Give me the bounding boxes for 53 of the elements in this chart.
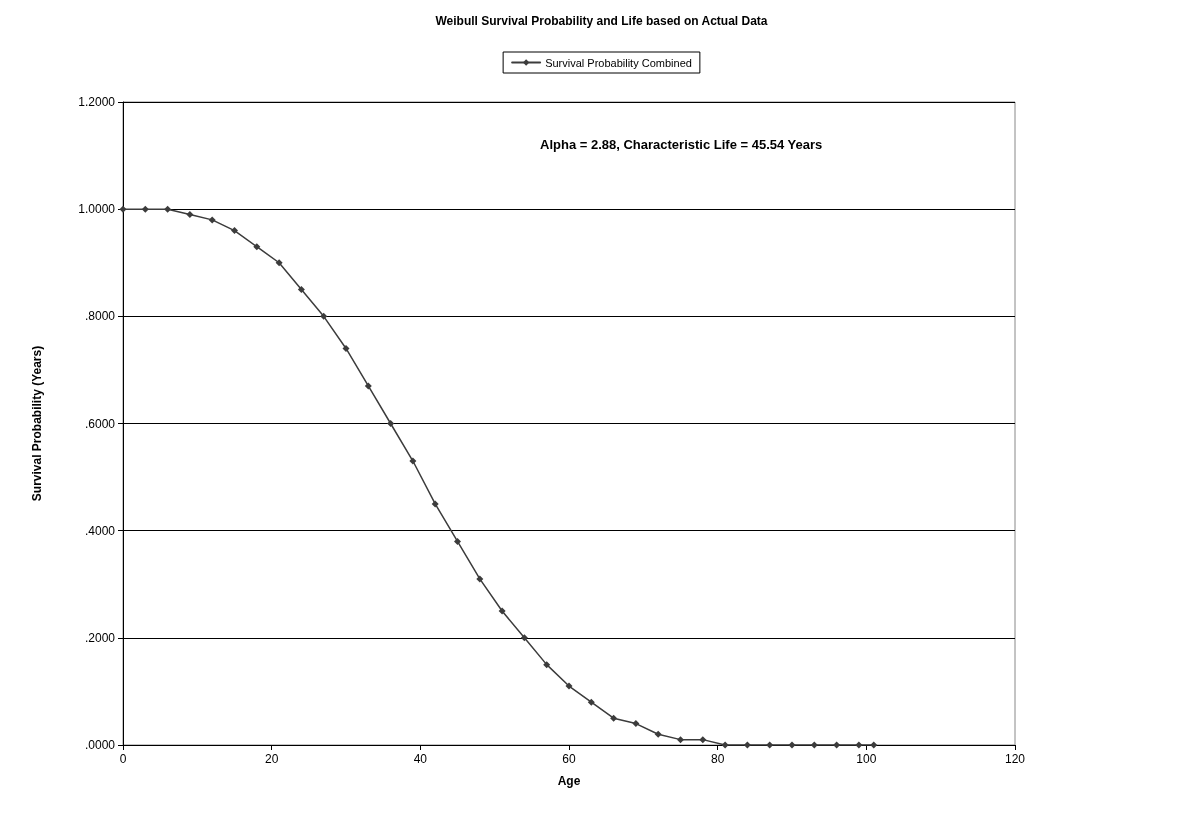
point	[855, 741, 863, 749]
point	[870, 741, 878, 749]
x-axis-title: Age	[557, 774, 581, 788]
point	[208, 216, 216, 224]
point	[164, 205, 172, 213]
point	[431, 500, 439, 508]
point	[409, 457, 417, 465]
point	[342, 344, 350, 352]
y-axis-title: Survival Probability (Years)	[30, 345, 44, 502]
x-tick-label: 40	[413, 752, 428, 766]
point	[498, 607, 506, 615]
x-tick-label: 100	[856, 752, 877, 766]
x-tick-label: 80	[710, 752, 725, 766]
annotation: Alpha = 2.88, Characteristic Life = 45.54 Years	[540, 137, 823, 152]
point	[520, 634, 528, 642]
point	[253, 243, 261, 251]
point	[743, 741, 751, 749]
point	[654, 730, 662, 738]
point	[565, 682, 573, 690]
x-tick-label: 20	[264, 752, 279, 766]
point	[275, 259, 283, 267]
point	[833, 741, 841, 749]
point	[677, 736, 684, 744]
y-tick-label: .4000	[84, 523, 116, 538]
point	[186, 211, 194, 219]
y-tick-label: .6000	[84, 416, 116, 431]
x-tick-label: 0	[119, 752, 127, 766]
point	[231, 227, 238, 235]
point	[141, 205, 149, 213]
point	[810, 741, 818, 749]
legend-label: Survival Probability Combined	[545, 56, 692, 69]
y-tick-label: .8000	[84, 309, 116, 324]
point	[721, 741, 729, 749]
point	[699, 736, 707, 744]
y-tick-label: 1.2000	[78, 95, 116, 109]
point	[364, 382, 372, 390]
point	[476, 575, 484, 583]
point	[632, 720, 640, 728]
point	[543, 661, 551, 669]
point	[387, 420, 395, 427]
y-tick-label: .0000	[84, 738, 116, 752]
x-tick-label: 120	[1004, 752, 1026, 766]
chart-title: Weibull Survival Probability and Life based on Actual Data	[435, 14, 768, 28]
y-tick-label: 1.0000	[78, 202, 116, 217]
x-tick-label: 60	[562, 752, 576, 766]
point	[587, 698, 595, 706]
point	[454, 537, 461, 545]
point	[610, 714, 618, 722]
point	[320, 312, 328, 320]
point	[766, 741, 774, 749]
point	[297, 286, 305, 294]
point	[788, 741, 796, 749]
y-tick-label: .2000	[84, 630, 116, 645]
